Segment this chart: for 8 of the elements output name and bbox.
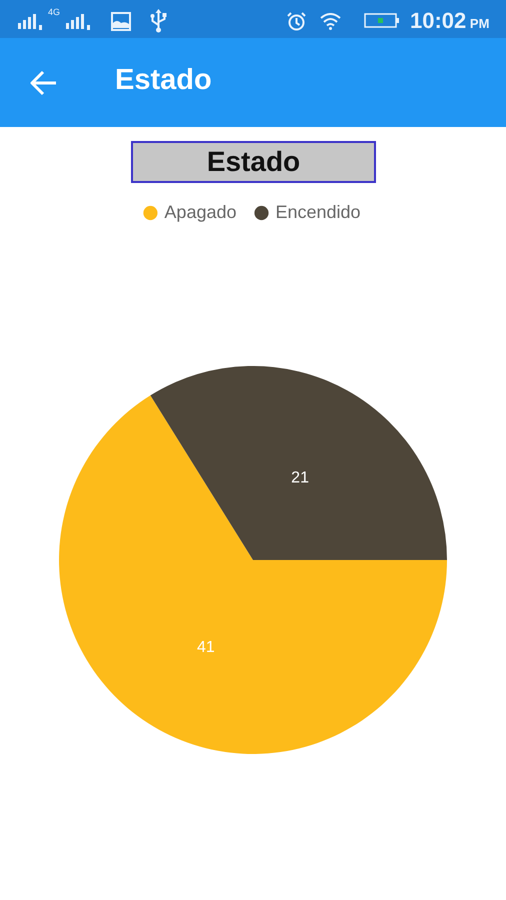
- text: Estado: [115, 64, 212, 97]
- text: 4G: [48, 7, 60, 17]
- legend-label: Apagado: [164, 202, 237, 222]
- text: 10:02 PM: [410, 8, 490, 33]
- data-label: 21: [291, 470, 310, 487]
- chart-title: Estado: [131, 141, 376, 183]
- data-label: 41: [197, 639, 215, 656]
- legend-label: Encendido: [276, 202, 361, 222]
